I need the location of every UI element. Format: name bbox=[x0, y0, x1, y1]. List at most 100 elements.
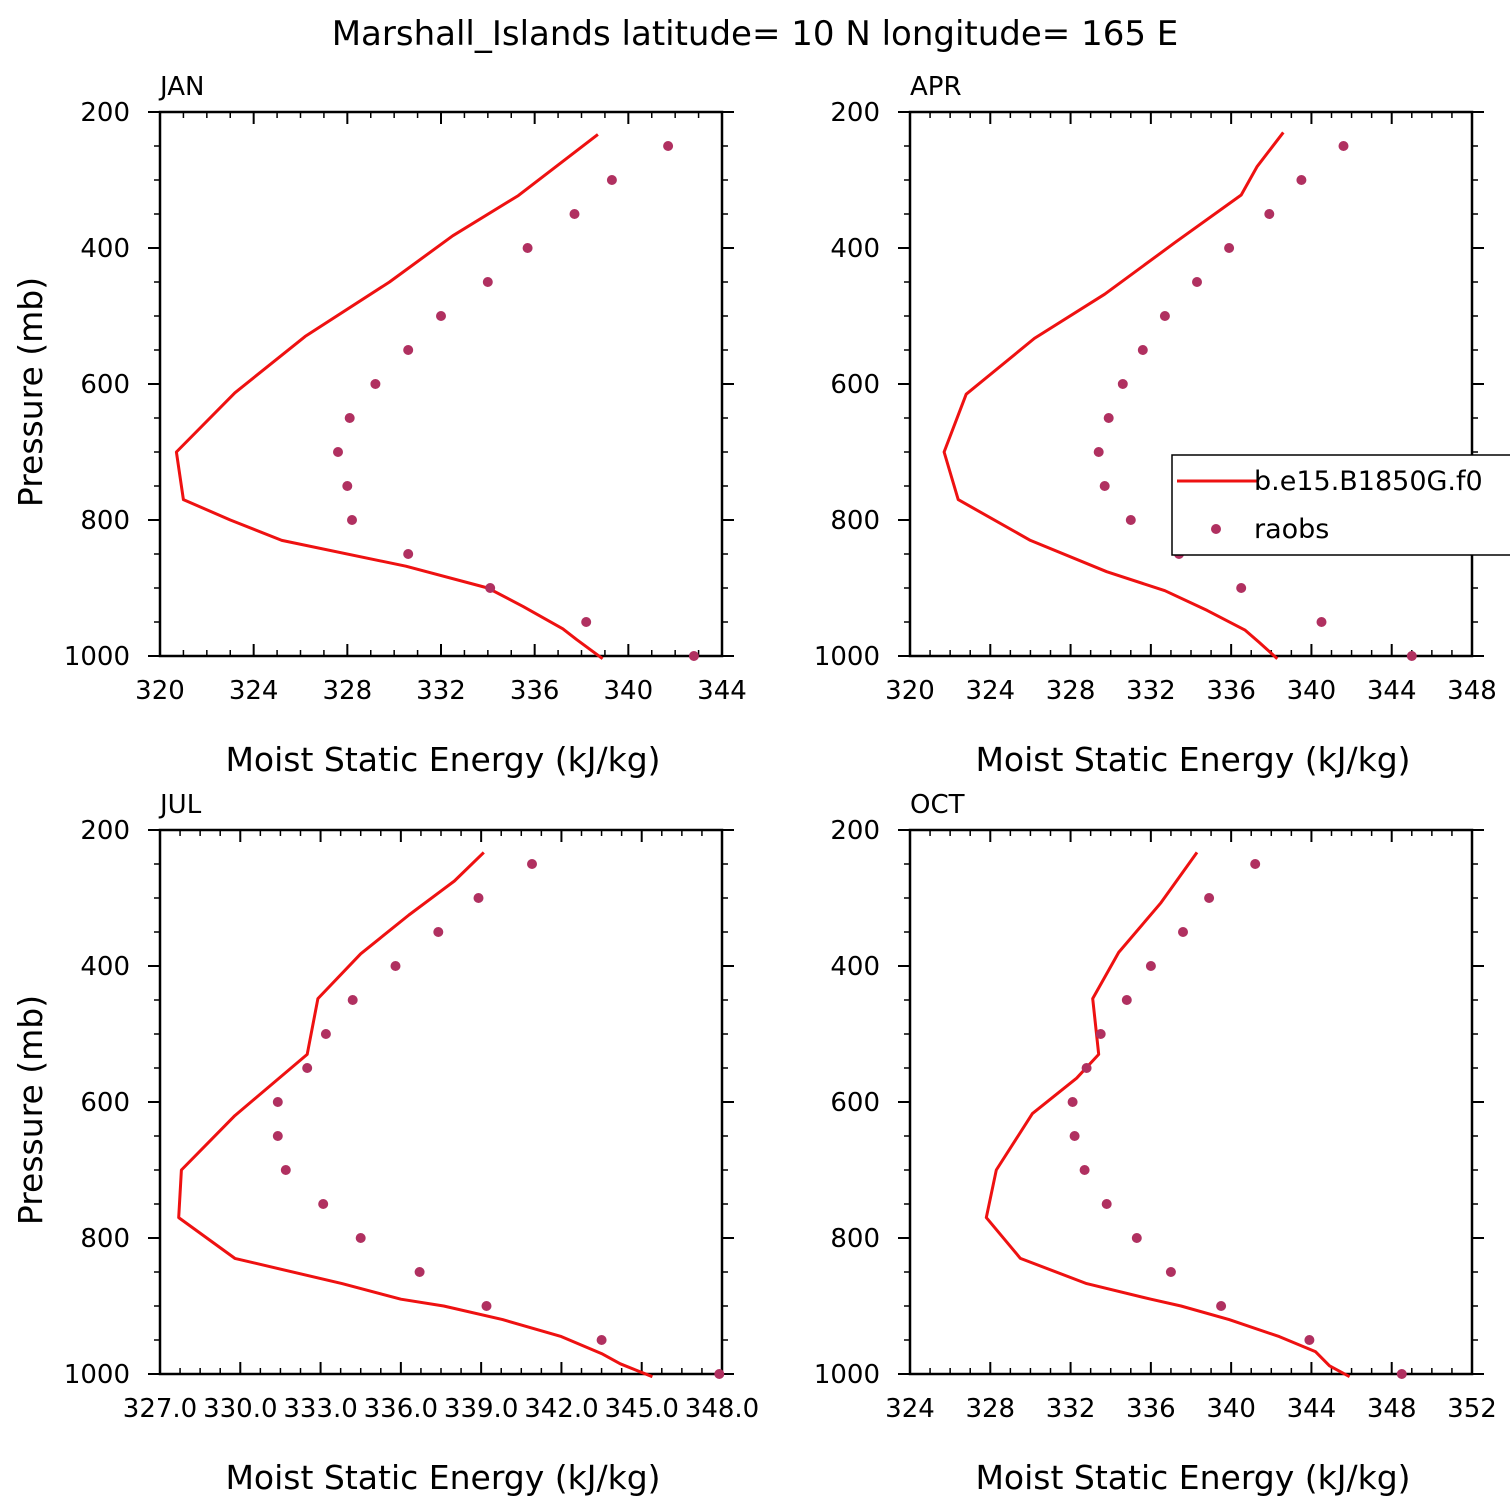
y-tick-label: 1000 bbox=[64, 642, 130, 672]
x-tick-label: 336 bbox=[510, 676, 560, 706]
y-tick-label: 400 bbox=[830, 952, 880, 982]
obs-point bbox=[1101, 1199, 1112, 1209]
model-series-line bbox=[174, 133, 604, 660]
obs-point bbox=[1081, 1063, 1092, 1073]
y-tick-label: 600 bbox=[830, 370, 880, 400]
panel-label: JAN bbox=[158, 72, 204, 102]
y-tick-label: 1000 bbox=[814, 1360, 880, 1390]
obs-point bbox=[390, 961, 401, 971]
obs-point bbox=[1304, 1335, 1315, 1345]
obs-point bbox=[333, 447, 343, 457]
obs-point bbox=[473, 893, 484, 903]
obs-point bbox=[414, 1267, 425, 1277]
obs-point bbox=[1099, 481, 1110, 491]
obs-point bbox=[1159, 311, 1170, 321]
x-tick-label: 339.0 bbox=[444, 1394, 518, 1424]
obs-point bbox=[344, 413, 355, 423]
y-axis-label: Pressure (mb) bbox=[11, 995, 50, 1225]
obs-point bbox=[485, 583, 496, 593]
obs-point bbox=[1103, 413, 1114, 423]
obs-point bbox=[482, 277, 493, 287]
obs-point bbox=[347, 995, 358, 1005]
figure-title: Marshall_Islands latitude= 10 N longitud… bbox=[332, 14, 1179, 54]
obs-point bbox=[272, 1097, 283, 1107]
x-tick-label: 344 bbox=[1287, 1394, 1337, 1424]
obs-point bbox=[1178, 927, 1188, 937]
x-tick-label: 352 bbox=[1447, 1394, 1497, 1424]
y-tick-label: 1000 bbox=[64, 1360, 130, 1390]
x-tick-label: 342.0 bbox=[524, 1394, 598, 1424]
obs-point bbox=[370, 379, 381, 389]
y-tick-label: 600 bbox=[830, 1088, 880, 1118]
y-tick-label: 400 bbox=[80, 952, 130, 982]
panel-label: OCT bbox=[910, 790, 965, 820]
y-axis-label: Pressure (mb) bbox=[11, 277, 50, 507]
model-series-line bbox=[177, 851, 653, 1379]
legend-obs-label: raobs bbox=[1254, 514, 1329, 545]
model-series-line bbox=[942, 131, 1285, 660]
x-tick-label: 340 bbox=[1287, 676, 1337, 706]
obs-point bbox=[1250, 859, 1261, 869]
x-tick-label: 340 bbox=[1206, 1394, 1256, 1424]
x-tick-label: 336.0 bbox=[364, 1394, 438, 1424]
obs-point bbox=[433, 927, 444, 937]
obs-point bbox=[342, 481, 353, 491]
obs-point bbox=[1069, 1131, 1080, 1141]
y-tick-label: 200 bbox=[830, 816, 880, 846]
obs-point bbox=[1131, 1233, 1142, 1243]
y-tick-label: 200 bbox=[80, 98, 130, 128]
obs-point bbox=[481, 1301, 492, 1311]
panel-label: APR bbox=[910, 72, 962, 102]
x-tick-label: 348.0 bbox=[685, 1394, 759, 1424]
obs-point bbox=[280, 1165, 291, 1175]
obs-point bbox=[403, 549, 414, 559]
obs-point bbox=[1316, 617, 1327, 627]
x-tick-label: 344 bbox=[697, 676, 747, 706]
obs-point bbox=[1204, 893, 1215, 903]
chart-panels: 320 324 328 332 336 340 344 200 400 600 800 1000 JAN… bbox=[11, 72, 1497, 1497]
x-axis-label: Moist Static Energy (kJ/kg) bbox=[975, 1458, 1410, 1497]
obs-point bbox=[1406, 651, 1417, 661]
x-tick-label: 344 bbox=[1367, 676, 1417, 706]
obs-point bbox=[355, 1233, 366, 1243]
legend-box bbox=[1171, 454, 1510, 556]
y-tick-label: 600 bbox=[80, 1088, 130, 1118]
y-tick-label: 200 bbox=[830, 98, 880, 128]
obs-point bbox=[1236, 583, 1247, 593]
plot-frame bbox=[908, 828, 1474, 1376]
x-tick-label: 320 bbox=[135, 676, 185, 706]
obs-point bbox=[1121, 995, 1132, 1005]
x-tick-label: 324 bbox=[885, 1394, 935, 1424]
x-tick-label: 336 bbox=[1206, 676, 1256, 706]
x-tick-label: 330.0 bbox=[203, 1394, 277, 1424]
obs-point bbox=[663, 141, 674, 151]
obs-point bbox=[581, 617, 592, 627]
x-axis-label: Moist Static Energy (kJ/kg) bbox=[225, 1458, 660, 1497]
x-axis-label: Moist Static Energy (kJ/kg) bbox=[225, 740, 660, 779]
chart-jul: 327.0 330.0 333.0 336.0 339.0 342.0 345.0 348.0… bbox=[11, 790, 759, 1497]
x-tick-label: 327.0 bbox=[123, 1394, 197, 1424]
obs-point bbox=[1095, 1029, 1106, 1039]
obs-point bbox=[1396, 1369, 1407, 1379]
y-tick-label: 200 bbox=[80, 816, 130, 846]
obs-point bbox=[1067, 1097, 1078, 1107]
obs-point bbox=[527, 859, 537, 869]
plot-frame bbox=[158, 828, 724, 1376]
legend: b.e15.B1850G.f0 raobs bbox=[1171, 454, 1510, 556]
legend-obs-marker bbox=[1211, 524, 1221, 534]
chart-oct: 324 328 332 336 340 344 348 352 200 400 600 800 1000… bbox=[814, 790, 1497, 1497]
obs-point bbox=[1192, 277, 1202, 287]
legend-model-label: b.e15.B1850G.f0 bbox=[1254, 466, 1483, 497]
obs-point bbox=[272, 1131, 283, 1141]
x-tick-label: 328 bbox=[1046, 676, 1096, 706]
model-series-line bbox=[984, 851, 1351, 1379]
x-tick-label: 340 bbox=[604, 676, 654, 706]
obs-point bbox=[688, 651, 699, 661]
y-tick-label: 600 bbox=[80, 370, 130, 400]
obs-point bbox=[318, 1199, 329, 1209]
x-axis-label: Moist Static Energy (kJ/kg) bbox=[975, 740, 1410, 779]
obs-point bbox=[1165, 1267, 1176, 1277]
obs-point bbox=[1224, 243, 1235, 253]
x-tick-label: 332 bbox=[416, 676, 466, 706]
